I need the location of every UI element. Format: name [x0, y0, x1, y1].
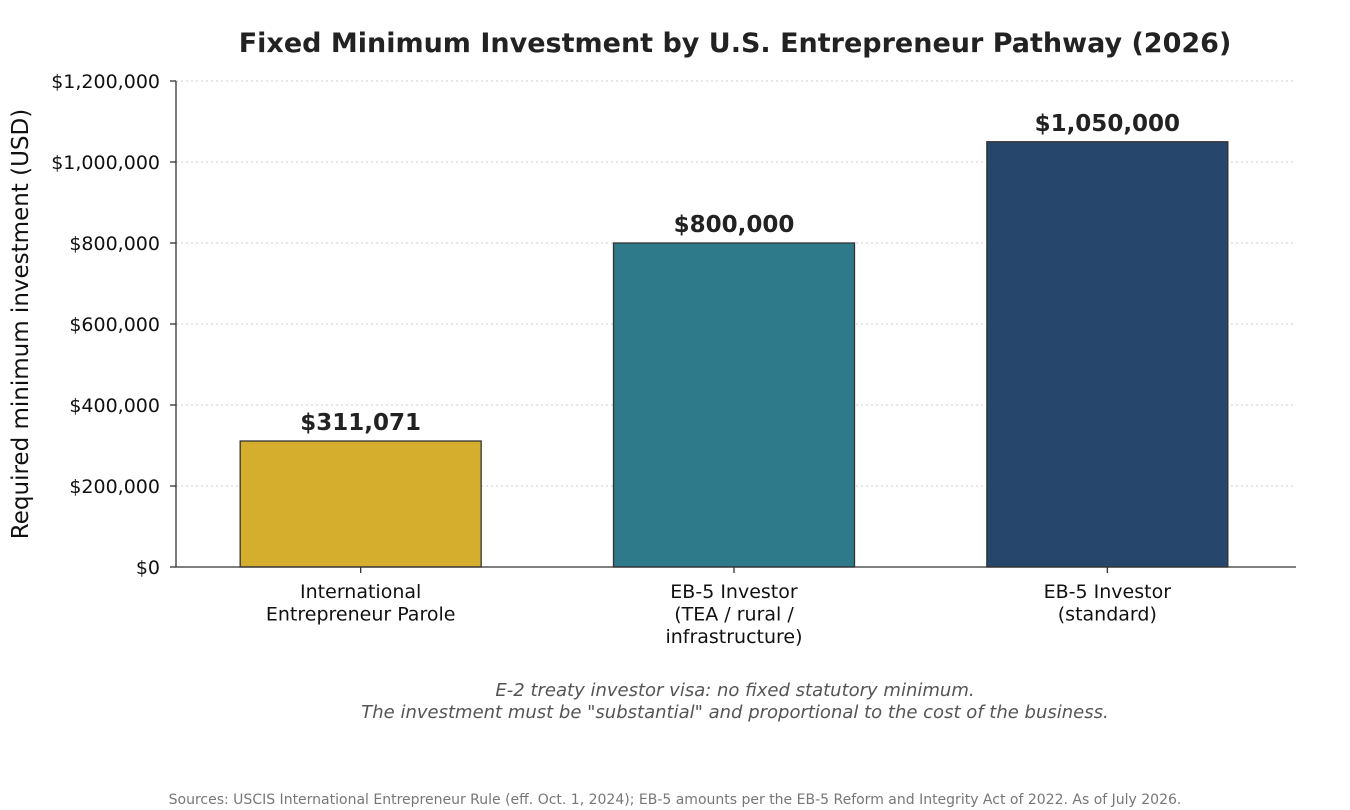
chart-source: Sources: USCIS International Entrepreneu…: [169, 792, 1182, 808]
bar-value-label-2: $800,000: [674, 212, 795, 238]
bar-2: [612, 242, 856, 568]
y-axis-ticks: $0 $200,000 $400,000 $600,000 $800,000 $1,000…: [51, 71, 176, 579]
chart-title: Fixed Minimum Investment by U.S. Entrepr…: [239, 28, 1232, 59]
x-tick-label-line: EB-5 Investor: [670, 581, 798, 603]
x-tick-label-2: EB-5 Investor (TEA / rural / infrastructur…: [665, 581, 802, 648]
bar-value-label-3: $1,050,000: [1035, 111, 1181, 137]
bar-3: [986, 141, 1229, 568]
y-axis-title: Required minimum investment (USD): [8, 109, 34, 539]
x-tick-label-line: EB-5 Investor: [1044, 581, 1172, 603]
x-tick-label-1: International Entrepreneur Parole: [266, 581, 456, 626]
y-tick-label: $1,000,000: [51, 152, 160, 174]
y-tick-label: $800,000: [69, 233, 160, 255]
y-tick-label: $400,000: [69, 395, 160, 417]
x-tick-label-line: (TEA / rural /: [674, 604, 794, 626]
bars-group: [239, 141, 1229, 568]
y-tick-label: $0: [136, 557, 160, 579]
x-tick-label-line: International: [300, 581, 421, 603]
chart-note-line-1: E-2 treaty investor visa: no fixed statu…: [495, 680, 974, 701]
chart-note-line-2: The investment must be "substantial" and…: [361, 702, 1108, 723]
bar-1: [239, 440, 482, 568]
value-labels-group: $311,071 $800,000 $1,050,000: [300, 111, 1180, 436]
x-tick-label-line: Entrepreneur Parole: [266, 604, 456, 626]
x-tick-label-line: (standard): [1058, 604, 1157, 626]
x-axis-ticks: International Entrepreneur Parole EB-5 Inv…: [266, 567, 1171, 648]
bar-value-label-1: $311,071: [300, 410, 421, 436]
x-tick-label-3: EB-5 Investor (standard): [1044, 581, 1172, 626]
y-tick-label: $1,200,000: [51, 71, 160, 93]
x-tick-label-line: infrastructure): [665, 626, 802, 648]
y-tick-label: $200,000: [69, 476, 160, 498]
y-tick-label: $600,000: [69, 314, 160, 336]
